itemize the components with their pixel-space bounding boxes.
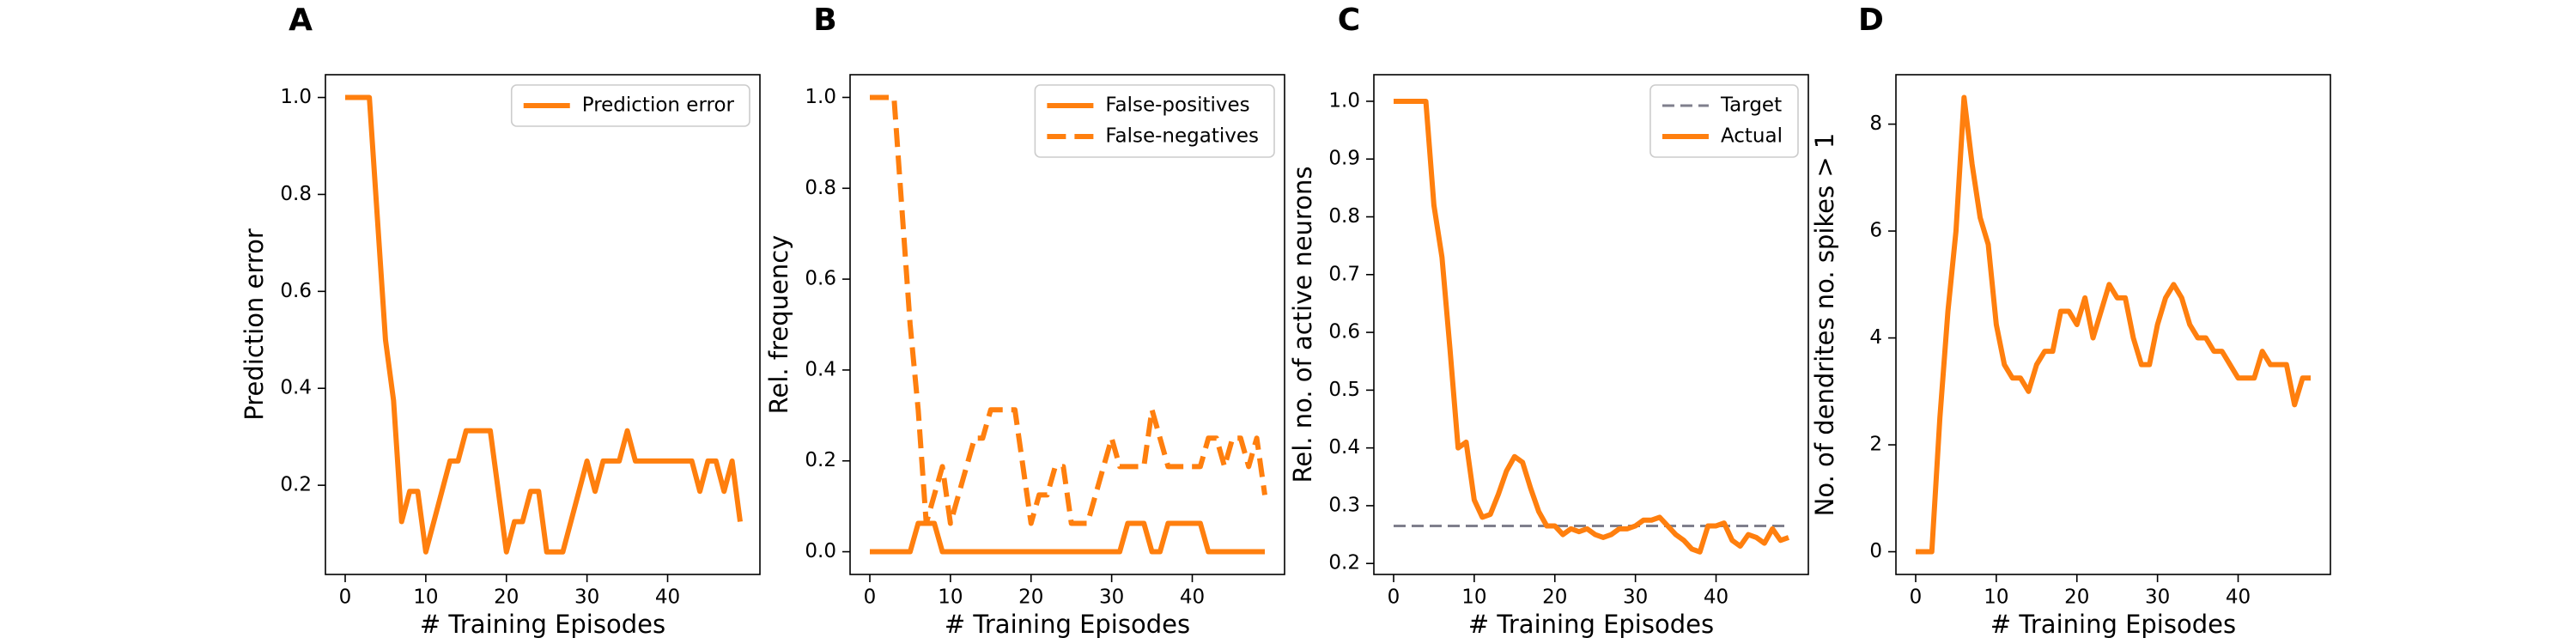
- panel-0: A 0 10 20 30 40 0.2 0.4 0.6 0.8 1.0 # Training Epis…: [240, 3, 761, 639]
- y-tick-label: 0.5: [1328, 379, 1360, 401]
- y-axis-label: Prediction error: [240, 228, 269, 421]
- y-tick-label: 0.4: [805, 358, 836, 380]
- x-axis-label: # Training Episodes: [1990, 610, 2236, 639]
- x-tick-label: 30: [2145, 586, 2170, 609]
- data-line: [870, 520, 1265, 555]
- x-tick-label: 20: [1018, 586, 1043, 609]
- x-tick-label: 30: [1099, 586, 1124, 609]
- panel-letter: B: [813, 3, 836, 38]
- y-tick-label: 0.6: [805, 268, 836, 290]
- y-tick-label: 0.2: [1328, 552, 1360, 574]
- x-tick-label: 40: [1704, 586, 1728, 609]
- y-tick-label: 0.8: [1328, 205, 1360, 228]
- panel-letter: A: [289, 3, 313, 38]
- axes-frame: [1895, 74, 2331, 575]
- y-tick-label: 0.6: [280, 280, 312, 302]
- panel-letter: D: [1858, 3, 1884, 38]
- y-tick-label: 4: [1869, 326, 1882, 349]
- y-tick-label: 0.6: [1328, 321, 1360, 343]
- x-tick-label: 10: [938, 586, 963, 609]
- panel-letter: C: [1338, 3, 1360, 38]
- y-tick-label: 0.4: [1328, 436, 1360, 459]
- x-tick-label: 40: [655, 586, 680, 609]
- data-line: [1916, 94, 2311, 555]
- y-axis-label: Rel. frequency: [764, 235, 793, 415]
- legend-label: False-negatives: [1105, 125, 1259, 148]
- legend-label: Target: [1720, 94, 1782, 117]
- axes-frame: [1373, 74, 1809, 575]
- y-tick-label: 0.8: [280, 183, 312, 205]
- y-tick-label: 0.4: [280, 377, 312, 399]
- panel-2: C 0 10 20 30 40 0.2 0.3 0.4 0.5 0.6 0.7 0.8 0.9 1.0 # T…: [1288, 3, 1809, 639]
- legend-label: Prediction error: [582, 94, 735, 117]
- legend-box: [1034, 84, 1275, 158]
- y-tick-label: 0.8: [805, 177, 836, 199]
- x-axis-label: # Training Episodes: [945, 610, 1190, 639]
- y-tick-label: 1.0: [280, 86, 312, 108]
- y-tick-label: 8: [1869, 112, 1882, 135]
- x-axis-label: # Training Episodes: [1468, 610, 1714, 639]
- legend: Target Actual: [1649, 84, 1799, 158]
- axes-frame: [325, 74, 761, 575]
- x-axis-label: # Training Episodes: [420, 610, 665, 639]
- x-tick-label: 30: [1623, 586, 1648, 609]
- x-tick-label: 0: [864, 586, 877, 609]
- x-tick-label: 20: [494, 586, 519, 609]
- x-tick-label: 10: [413, 586, 438, 609]
- y-tick-label: 1.0: [805, 86, 836, 108]
- y-tick-label: 0.9: [1328, 148, 1360, 170]
- y-tick-label: 0.2: [280, 474, 312, 496]
- y-axis-label: No. of dendrites no. spikes > 1: [1810, 133, 1839, 517]
- data-line: [345, 94, 743, 555]
- x-tick-label: 30: [574, 586, 599, 609]
- legend-box: [510, 84, 750, 127]
- y-tick-label: 1.0: [1328, 89, 1360, 112]
- panel-1: B 0 10 20 30 40 0.0 0.2 0.4 0.6 0.8 1.0 # Training E…: [764, 3, 1285, 639]
- x-tick-label: 0: [1910, 586, 1923, 609]
- y-tick-label: 0.3: [1328, 494, 1360, 516]
- y-tick-label: 2: [1869, 434, 1882, 456]
- x-tick-label: 40: [1180, 586, 1205, 609]
- legend-label: Actual: [1721, 125, 1783, 148]
- x-tick-label: 40: [2226, 586, 2251, 609]
- x-tick-label: 0: [1388, 586, 1400, 609]
- x-tick-label: 20: [1542, 586, 1567, 609]
- panel-3: D 0 10 20 30 40 0 2 4 6 8 # Training Episodes No. of…: [1810, 3, 2331, 639]
- y-tick-label: 0.7: [1328, 263, 1360, 285]
- data-line: [1394, 98, 1790, 555]
- axes-frame: [849, 74, 1285, 575]
- legend-label: False-positives: [1105, 94, 1249, 117]
- x-tick-label: 20: [2064, 586, 2089, 609]
- legend: False-positives False-negatives: [1034, 84, 1275, 158]
- y-tick-label: 6: [1869, 220, 1882, 242]
- x-tick-label: 10: [1984, 586, 2008, 609]
- legend: Prediction error: [510, 84, 750, 127]
- y-tick-label: 0.2: [805, 449, 836, 471]
- x-tick-label: 10: [1461, 586, 1486, 609]
- x-tick-label: 0: [339, 586, 352, 609]
- y-tick-label: 0.0: [805, 540, 836, 562]
- data-line: [870, 94, 1267, 526]
- y-axis-label: Rel. no. of active neurons: [1288, 167, 1317, 483]
- y-tick-label: 0: [1869, 540, 1882, 562]
